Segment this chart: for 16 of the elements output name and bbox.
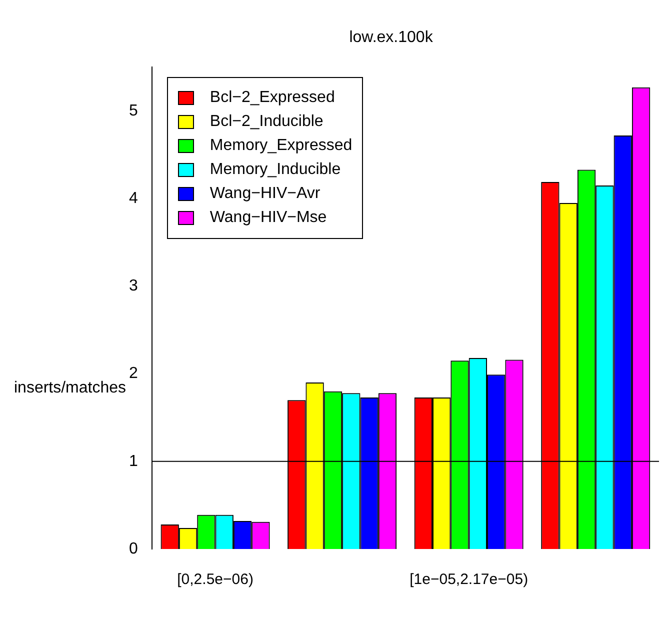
legend-label: Memory_Inducible (210, 161, 341, 180)
y-tick-label: 1 (128, 452, 138, 470)
x-tick-label: [0,2.5e−06) (177, 571, 254, 588)
legend-label: Wang−HIV−Avr (210, 185, 320, 204)
y-axis-title: inserts/matches (14, 380, 126, 397)
x-tick-label: [1e−05,2.17e−05) (410, 571, 528, 588)
y-tick-label: 5 (128, 102, 138, 120)
legend-label: Wang−HIV−Mse (210, 209, 327, 228)
y-tick-label: 2 (128, 365, 138, 382)
y-tick-label: 0 (128, 540, 138, 558)
legend-label: Bcl−2_Expressed (210, 89, 335, 108)
legend-label: Bcl−2_Inducible (210, 113, 324, 132)
legend-label: Memory_Expressed (210, 137, 352, 156)
chart-title: low.ex.100k (349, 29, 434, 46)
y-tick-label: 3 (128, 278, 138, 295)
y-tick-label: 4 (128, 190, 138, 208)
